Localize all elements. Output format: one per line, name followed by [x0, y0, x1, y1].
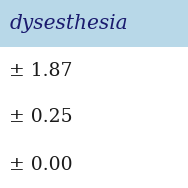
FancyBboxPatch shape: [0, 0, 188, 47]
Text: ± 0.00: ± 0.00: [9, 155, 73, 174]
Text: ± 1.87: ± 1.87: [9, 61, 73, 80]
Text: dysesthesia: dysesthesia: [9, 14, 128, 33]
Text: ± 0.25: ± 0.25: [9, 108, 73, 127]
